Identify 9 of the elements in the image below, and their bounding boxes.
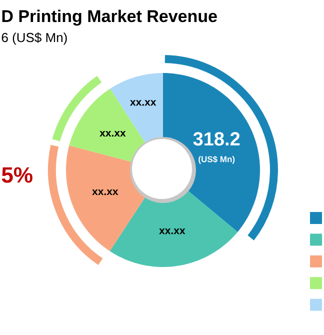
data-label: xx.xx <box>130 100 156 106</box>
chart-title: D Printing Market Revenue <box>2 10 217 26</box>
chart-subtitle: 6 (US$ Mn) <box>2 32 67 45</box>
data-label: xx.xx <box>92 190 118 196</box>
text: 5% <box>2 167 32 183</box>
data-label: xx.xx <box>100 130 126 137</box>
text: (US$ Mn) <box>198 156 235 164</box>
data-label: 318.2 <box>193 132 240 146</box>
data-label: xx.xx <box>159 228 186 234</box>
